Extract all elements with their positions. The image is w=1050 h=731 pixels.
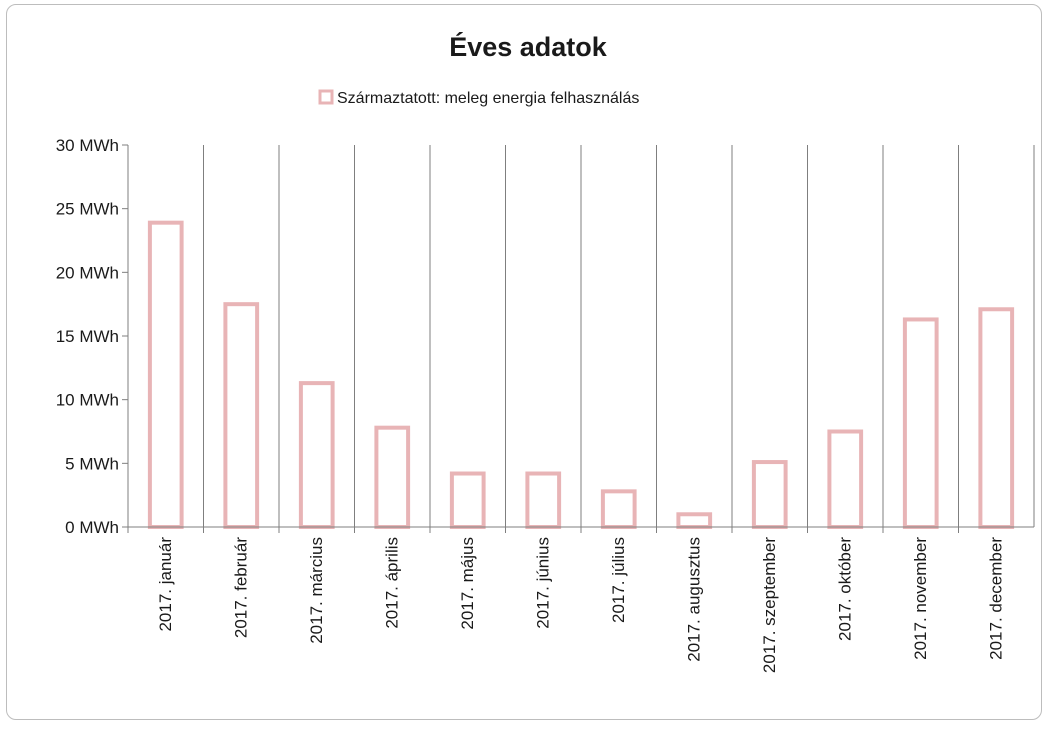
x-tick-label: 2017. december	[986, 537, 1005, 660]
bar	[676, 512, 713, 529]
bar	[298, 381, 335, 530]
y-tick-label: 25 MWh	[56, 200, 119, 219]
y-tick-label: 5 MWh	[65, 454, 119, 473]
bar	[374, 425, 411, 529]
bar	[827, 429, 864, 529]
bar	[525, 471, 562, 529]
bars	[147, 220, 1015, 530]
bar	[449, 471, 486, 529]
x-tick-label: 2017. január	[156, 537, 175, 632]
y-tick-label: 20 MWh	[56, 263, 119, 282]
y-tick-label: 15 MWh	[56, 327, 119, 346]
x-tick-label: 2017. május	[458, 537, 477, 630]
legend-swatch	[318, 89, 334, 105]
x-tick-label: 2017. április	[382, 537, 401, 629]
x-tick-label: 2017. március	[307, 537, 326, 644]
y-tick-label: 30 MWh	[56, 136, 119, 155]
legend-label: Származtatott: meleg energia felhasználá…	[337, 90, 639, 107]
bar	[600, 489, 637, 530]
legend: Származtatott: meleg energia felhasználá…	[318, 89, 639, 107]
x-tick-label: 2017. szeptember	[760, 537, 779, 673]
x-tick-label: 2017. július	[609, 537, 628, 623]
bar	[147, 220, 184, 529]
y-tick-label: 10 MWh	[56, 391, 119, 410]
chart-title: Éves adatok	[449, 31, 608, 62]
gridlines	[203, 145, 1035, 527]
y-tick-label: 0 MWh	[65, 518, 119, 537]
x-tick-label: 2017. február	[231, 537, 250, 638]
x-tick-label: 2017. november	[911, 537, 930, 660]
y-axis: 0 MWh 5 MWh 10 MWh 15 MWh 20 MWh 25 MWh 30 MWh	[56, 136, 129, 537]
x-tick-label: 2017. augusztus	[684, 537, 703, 662]
x-tick-label: 2017. október	[835, 537, 854, 641]
x-tick-label: 2017. június	[533, 537, 552, 629]
x-axis: 2017. január 2017. február 2017. március 20…	[127, 526, 1034, 673]
bar	[902, 317, 939, 529]
bar	[223, 302, 260, 529]
bar	[978, 307, 1015, 530]
bar	[751, 460, 788, 529]
